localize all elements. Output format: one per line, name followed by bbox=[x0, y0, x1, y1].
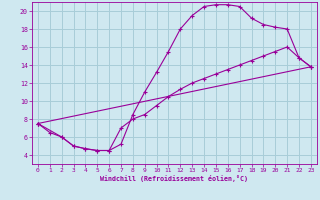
X-axis label: Windchill (Refroidissement éolien,°C): Windchill (Refroidissement éolien,°C) bbox=[100, 175, 248, 182]
